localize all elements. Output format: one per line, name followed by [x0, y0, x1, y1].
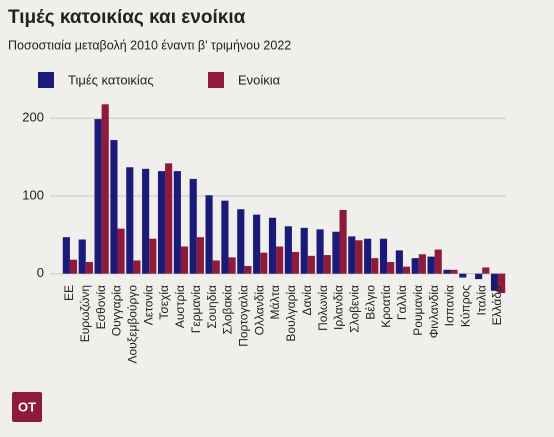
legend-label: Τιμές κατοικίας — [68, 72, 154, 87]
x-tick-label: Βουλγαρία — [284, 285, 298, 342]
bar — [395, 250, 403, 274]
x-tick-label: Σλοβακία — [221, 285, 235, 334]
x-tick-label: Ιρλανδία — [332, 285, 346, 330]
logo: ΟΤ — [18, 399, 36, 414]
legend-label: Ενοίκια — [238, 72, 281, 87]
x-tick-label: Ελλάδα — [490, 285, 504, 325]
bar — [402, 266, 411, 274]
bar — [276, 246, 284, 274]
bar — [284, 226, 292, 274]
x-tick-label: Γερμανία — [189, 285, 203, 333]
x-tick-label: Πολωνία — [316, 285, 330, 331]
bar — [291, 251, 300, 274]
chart-subtitle: Ποσοστιαία μεταβολή 2010 έναντι β' τριμή… — [8, 38, 291, 52]
bar — [418, 254, 426, 274]
bar — [189, 178, 197, 274]
x-tick-label: Λετονία — [141, 285, 155, 325]
x-tick-label: Λουξεμβούργο — [126, 285, 140, 364]
bar — [165, 163, 173, 274]
bar — [498, 273, 506, 294]
bar — [101, 104, 109, 274]
bar — [459, 273, 467, 278]
bar — [443, 269, 451, 274]
bar — [411, 258, 419, 274]
bar — [475, 273, 483, 280]
x-tick-label: Μάλτα — [268, 285, 282, 320]
x-tick-label: Αυστρία — [173, 285, 187, 328]
x-tick-label: Ρουμανία — [411, 285, 425, 336]
bar — [85, 262, 93, 274]
x-tick-label: Πορτογαλία — [237, 285, 251, 347]
bar — [434, 249, 442, 274]
bar — [364, 238, 372, 274]
x-tick-label: Γαλλία — [395, 285, 409, 320]
legend-swatch — [38, 72, 54, 88]
bar — [157, 171, 166, 274]
y-tick-label: 200 — [22, 110, 44, 125]
bar — [244, 265, 252, 274]
bar — [237, 209, 245, 274]
x-tick-label: Φινλανδία — [427, 285, 441, 338]
bar — [268, 217, 277, 274]
bar — [212, 260, 220, 274]
x-tick-label: Ισπανία — [443, 285, 457, 326]
legend-swatch — [208, 72, 224, 88]
y-tick-label: 0 — [37, 265, 44, 280]
x-tick-label: Κύπρος — [459, 285, 473, 327]
bar — [228, 257, 236, 274]
x-tick-label: Εσθονία — [94, 285, 108, 329]
bar — [300, 227, 308, 274]
bar — [323, 255, 331, 274]
bar — [348, 236, 356, 274]
x-tick-label: Τσεχία — [157, 285, 171, 320]
x-tick-label: Δανία — [300, 285, 314, 316]
bar — [482, 267, 490, 274]
logo-box — [12, 392, 42, 422]
x-tick-label: Βέλγιο — [363, 285, 377, 320]
bar — [316, 229, 324, 274]
bar — [307, 255, 315, 274]
bar — [78, 239, 86, 274]
bar — [180, 246, 189, 274]
x-tick-label: Ουγγαρία — [110, 285, 124, 336]
x-tick-label: ΕΕ — [62, 285, 76, 301]
bar — [387, 262, 395, 274]
x-tick-label: Κροατία — [379, 285, 393, 328]
chart-title: Τιμές κατοικίας και ενοίκια — [8, 7, 246, 28]
bar — [149, 238, 157, 274]
x-tick-label: Σουηδία — [205, 285, 219, 329]
bar — [332, 231, 340, 274]
x-tick-label: Ευρωζώνη — [78, 285, 92, 342]
bar — [490, 273, 499, 291]
bar — [69, 259, 78, 274]
x-tick-label: Ολλανδία — [252, 285, 266, 335]
bar — [339, 209, 347, 274]
bar — [205, 195, 213, 274]
bar — [379, 238, 388, 274]
y-tick-label: 100 — [22, 187, 44, 202]
bar — [253, 214, 261, 274]
bar — [355, 240, 363, 274]
bar — [142, 168, 150, 274]
bar — [450, 269, 458, 274]
x-tick-label: Ιταλία — [474, 285, 488, 316]
bar — [196, 237, 204, 274]
bar — [133, 260, 141, 274]
bar — [126, 167, 134, 274]
bar — [110, 140, 118, 274]
bar — [221, 200, 229, 274]
bar — [62, 237, 70, 274]
bar — [94, 119, 102, 274]
bar — [260, 252, 268, 274]
bar — [427, 256, 435, 274]
bar — [173, 171, 181, 274]
bar — [117, 228, 125, 274]
bar — [371, 258, 379, 274]
x-tick-label: Σλοβενία — [348, 285, 362, 333]
